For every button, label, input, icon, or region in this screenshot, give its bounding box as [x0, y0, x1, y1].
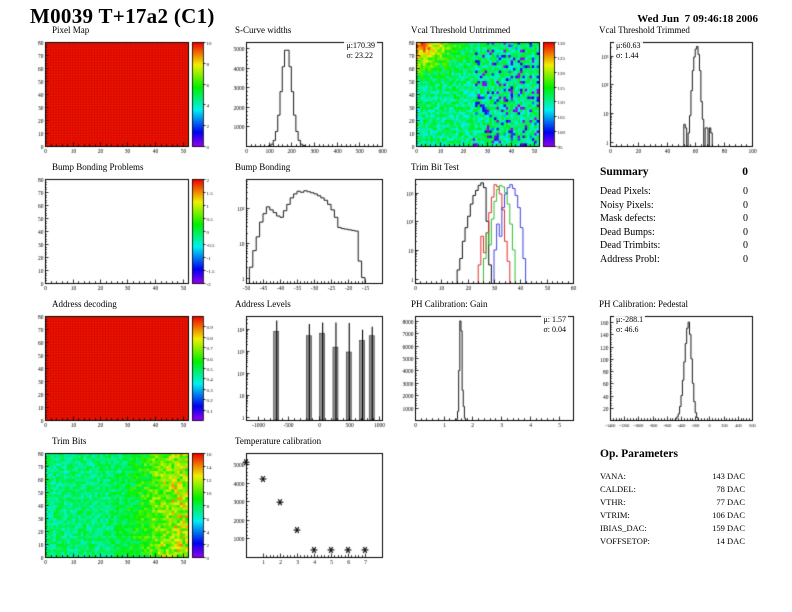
pixel-map-chart [30, 37, 230, 165]
summary-header: Summary 0 [600, 166, 748, 178]
panel-trim-bit-test: Trim Bit Test [401, 161, 581, 302]
panel-ph-gain: PH Calibration: Gain μ: 1.57 σ: 0.04 [401, 298, 581, 439]
row-label: VANA: [600, 471, 626, 481]
summary-row-noisy-pixels: Noisy Pixels: 0 [600, 199, 748, 213]
row-label: Mask defects: [600, 213, 656, 224]
chart-title-temperature-calibration: Temperature calibration [235, 436, 322, 446]
trim-bit-test-chart [401, 174, 581, 302]
address-levels-chart [232, 311, 390, 439]
panel-vcal-trimmed: Vcal Threshold Trimmed μ:60.63 σ: 1.44 [596, 24, 760, 165]
op-row-vana: VANA: 143 DAC [600, 470, 745, 483]
bump-bonding-chart [232, 174, 390, 302]
panel-scurve-widths: S-Curve widths μ:170.39 σ: 23.22 [232, 24, 390, 165]
stat-mu: μ:-288.1 [616, 315, 644, 324]
chart-title-vcal-trimmed: Vcal Threshold Trimmed [599, 25, 690, 35]
op-parameters-title: Op. Parameters [600, 448, 678, 460]
row-value: 0 [743, 199, 748, 211]
row-value: 77 DAC [716, 497, 745, 507]
trim-bits-chart [30, 448, 230, 576]
row-value: 0 [743, 240, 748, 251]
row-value: 143 DAC [712, 471, 745, 481]
stat-sigma: σ: 0.04 [543, 325, 566, 334]
row-label: Noisy Pixels: [600, 199, 654, 211]
row-value: 0 [743, 253, 748, 265]
chart-title-vcal-untrimmed: Vcal Threshold Untrimmed [411, 25, 511, 35]
chart-title-ph-pedestal: PH Calibration: Pedestal [599, 299, 688, 309]
op-row-ibias-dac: IBIAS_DAC: 159 DAC [600, 522, 745, 535]
row-label: Address Probl: [600, 253, 660, 265]
bump-bonding-problems-chart [30, 174, 230, 302]
row-label: IBIAS_DAC: [600, 523, 647, 533]
row-value: 0 [743, 186, 748, 197]
panel-bump-bonding-problems: Bump Bonding Problems [30, 161, 230, 302]
summary-row-mask-defects: Mask defects: 0 [600, 212, 748, 226]
row-value: 106 DAC [712, 510, 745, 520]
panel-bump-bonding: Bump Bonding [232, 161, 390, 302]
summary-row-dead-trimbits: Dead Trimbits: 0 [600, 239, 748, 253]
row-value: 0 [743, 213, 748, 224]
stats-box-scurve: μ:170.39 σ: 23.22 [344, 41, 377, 61]
chart-title-ph-gain: PH Calibration: Gain [411, 299, 488, 309]
chart-title-trim-bits: Trim Bits [52, 436, 87, 446]
op-parameters-header: Op. Parameters [600, 448, 745, 460]
chart-title-scurve-widths: S-Curve widths [235, 25, 292, 35]
chart-title-address-levels: Address Levels [235, 299, 291, 309]
stat-sigma: σ: 46.6 [616, 325, 639, 334]
stats-box-vcal-trimmed: μ:60.63 σ: 1.44 [614, 41, 643, 61]
stat-mu: μ:170.39 [346, 41, 375, 50]
row-label: VTRIM: [600, 510, 630, 520]
stats-box-ph-gain: μ: 1.57 σ: 0.04 [541, 315, 568, 335]
summary-row-address-probl: Address Probl: 0 [600, 253, 748, 267]
vcal-untrimmed-chart [401, 37, 581, 165]
temperature-calibration-chart [232, 448, 390, 576]
stat-sigma: σ: 1.44 [616, 51, 639, 60]
row-value: 0 [743, 226, 748, 238]
summary-total: 0 [742, 166, 748, 178]
op-parameters-section: Op. Parameters VANA: 143 DAC CALDEL: 78 DA… [600, 448, 745, 548]
chart-title-address-decoding: Address decoding [52, 299, 117, 309]
row-label: VTHR: [600, 497, 626, 507]
chart-title-pixel-map: Pixel Map [52, 25, 90, 35]
row-label: VOFFSETOP: [600, 536, 650, 546]
row-label: Dead Trimbits: [600, 240, 661, 251]
page-title: M0039 T+17a2 (C1) [30, 4, 215, 28]
panel-address-decoding: Address decoding [30, 298, 230, 439]
summary-row-dead-pixels: Dead Pixels: 0 [600, 185, 748, 199]
panel-ph-pedestal: PH Calibration: Pedestal μ:-288.1 σ: 46.6 [596, 298, 760, 439]
stat-mu: μ:60.63 [616, 41, 641, 50]
address-decoding-chart [30, 311, 230, 439]
op-row-caldel: CALDEL: 78 DAC [600, 483, 745, 496]
row-value: 78 DAC [716, 484, 745, 494]
row-label: Dead Bumps: [600, 226, 655, 238]
stat-sigma: σ: 23.22 [346, 51, 374, 60]
chart-title-bump-bonding: Bump Bonding [235, 162, 291, 172]
op-row-vthr: VTHR: 77 DAC [600, 496, 745, 509]
summary-row-dead-bumps: Dead Bumps: 0 [600, 226, 748, 240]
panel-pixel-map: Pixel Map [30, 24, 230, 165]
stats-box-ph-pedestal: μ:-288.1 σ: 46.6 [614, 315, 646, 335]
chart-title-trim-bit-test: Trim Bit Test [411, 162, 459, 172]
summary-title: Summary [600, 166, 649, 178]
op-row-vtrim: VTRIM: 106 DAC [600, 509, 745, 522]
panel-temperature-calibration: Temperature calibration [232, 435, 390, 576]
row-label: CALDEL: [600, 484, 636, 494]
chart-title-bump-bonding-problems: Bump Bonding Problems [52, 162, 144, 172]
timestamp: Wed Jun 7 09:46:18 2006 [637, 13, 758, 25]
row-value: 159 DAC [712, 523, 745, 533]
stat-mu: μ: 1.57 [543, 315, 566, 324]
row-label: Dead Pixels: [600, 186, 651, 197]
panel-vcal-untrimmed: Vcal Threshold Untrimmed [401, 24, 581, 165]
panel-trim-bits: Trim Bits [30, 435, 230, 576]
summary-section: Summary 0 Dead Pixels: 0 Noisy Pixels: 0 M… [600, 166, 748, 266]
row-value: 14 DAC [716, 536, 745, 546]
op-row-voffsetop: VOFFSETOP: 14 DAC [600, 535, 745, 548]
panel-address-levels: Address Levels [232, 298, 390, 439]
